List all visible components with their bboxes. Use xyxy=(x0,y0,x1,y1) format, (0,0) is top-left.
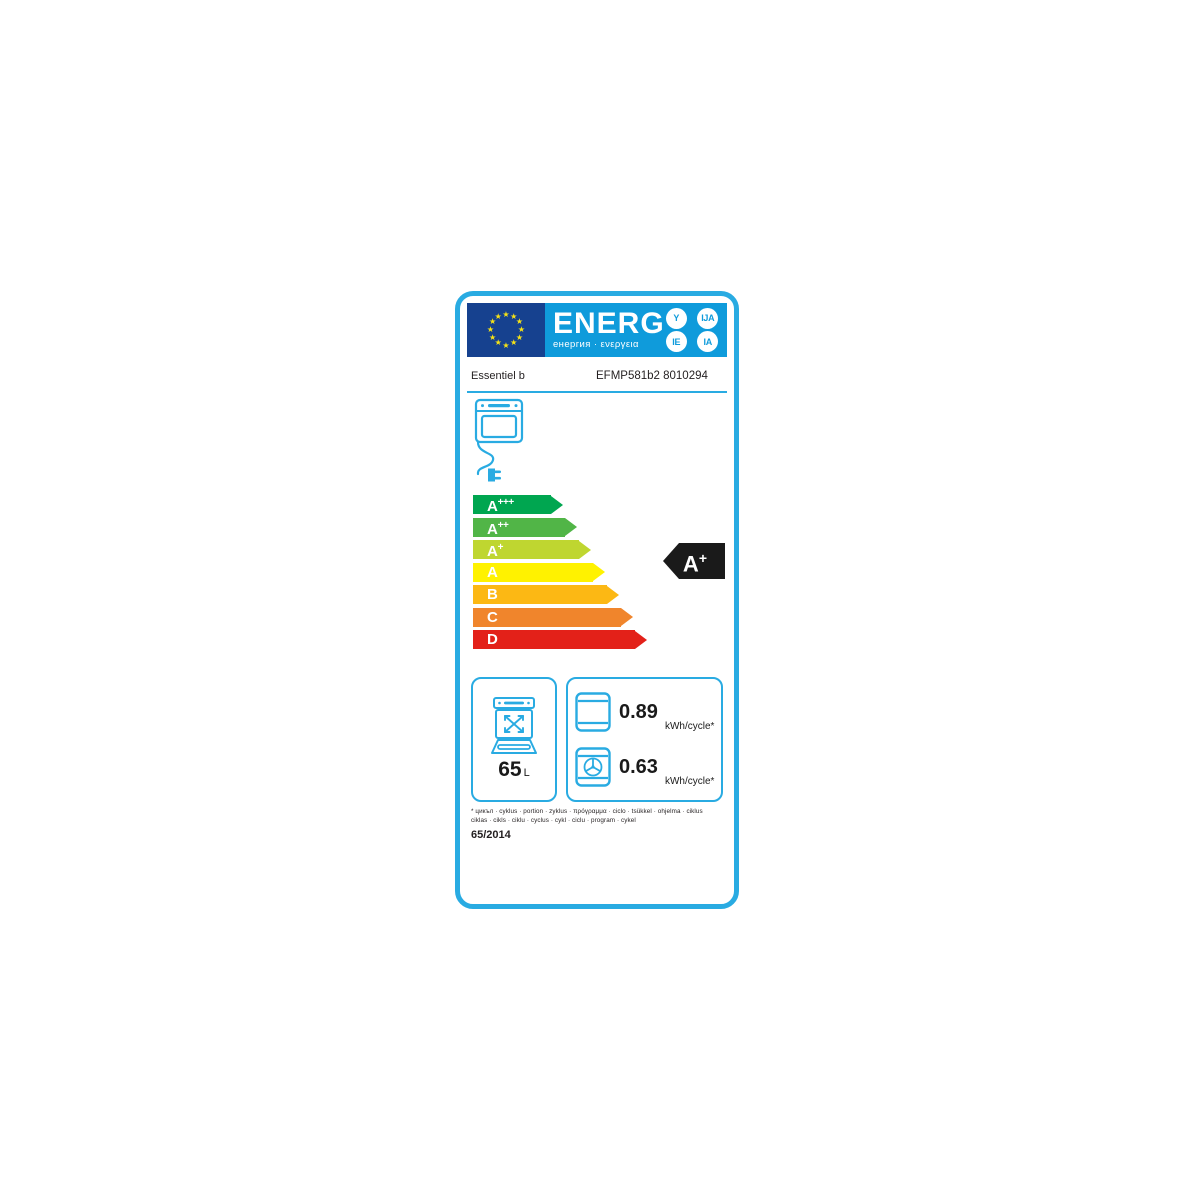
rating-label: A+ xyxy=(683,547,707,575)
brand-model-row: Essentiel b EFMP581b2 8010294 xyxy=(467,361,727,393)
energy-class-bar-body: A+ xyxy=(473,540,579,559)
language-circle-1: Y xyxy=(665,307,687,329)
rating-pointer: A+ xyxy=(662,543,725,579)
label-header: ★ ★ ★ ★ ★ ★ ★ ★ ★ ★ ★ ★ ENERG енергия · ενεργεια Y … xyxy=(467,303,727,357)
energ-wordmark-block: ENERG енергия · ενεργεια Y IJA IE IA xyxy=(545,303,727,357)
energy-class-letter: D xyxy=(487,631,498,648)
energy-class-bar: A+ xyxy=(473,540,648,559)
consumption-unit-fan: kWh/cycle* xyxy=(664,775,715,787)
energy-class-scale: A+++ A++ A+ A B C D A+ xyxy=(467,490,727,673)
volume-value-text: 65 L xyxy=(498,759,529,784)
eu-energy-label: ★ ★ ★ ★ ★ ★ ★ ★ ★ ★ ★ ★ ENERG енергия · ενεργεια Y … xyxy=(455,291,739,909)
volume-unit: L xyxy=(523,767,530,779)
language-circle-4: IA xyxy=(697,331,719,353)
energy-class-letter: B xyxy=(487,586,498,603)
consumption-line-fan: 0.63 kWh/cycle* xyxy=(574,746,715,788)
footnote-line-1: * цикъл · cyklus · portion · zyklus · πρ… xyxy=(471,808,703,815)
energy-class-bar: B xyxy=(473,585,648,604)
eu-star-icon: ★ xyxy=(502,309,510,319)
energy-class-bar-body: A xyxy=(473,562,593,582)
energy-class-bar-body: B xyxy=(473,585,607,604)
rating-arrow-tip xyxy=(662,543,679,579)
eu-star-icon: ★ xyxy=(494,311,502,321)
energy-class-letter: A xyxy=(487,498,498,515)
rating-letter: A xyxy=(682,551,699,577)
energy-class-bar-arrow xyxy=(551,495,563,514)
energy-class-bar-body: D xyxy=(473,630,635,649)
energy-class-bar-label: A++ xyxy=(487,518,509,538)
eu-star-icon: ★ xyxy=(510,311,518,321)
energy-class-bar: A xyxy=(473,562,648,582)
language-circle-2: IJA xyxy=(697,307,719,329)
oven-with-plug-icon xyxy=(474,398,524,482)
rating-box: A+ xyxy=(678,543,725,579)
energy-class-bar-arrow xyxy=(635,630,647,649)
energy-class-bar: D xyxy=(473,630,648,649)
eu-star-icon: ★ xyxy=(515,332,523,342)
footnote-line-2: ciklas · cikls · ciklu · cyclus · cykl ·… xyxy=(471,817,636,824)
consumption-value-conventional: 0.89 xyxy=(619,701,658,724)
consumption-box: 0.89 kWh/cycle* 0.63 kWh/cy xyxy=(566,677,723,802)
info-boxes-row: 65 L 0.89 kWh/cycle* xyxy=(467,677,727,802)
energy-class-plus: + xyxy=(497,542,504,553)
energy-class-bar-label: D xyxy=(487,632,498,647)
energy-class-bars: A+++ A++ A+ A B C D xyxy=(473,495,648,649)
language-circle-3: IE xyxy=(665,331,687,353)
oven-capacity-icon xyxy=(491,697,537,754)
energy-class-bar-arrow xyxy=(593,563,605,581)
energy-class-bar-label: B xyxy=(487,587,498,602)
rating-plus: + xyxy=(698,549,707,566)
energy-class-bar-body: A++ xyxy=(473,517,565,538)
eu-star-icon: ★ xyxy=(486,325,495,334)
energy-class-plus: ++ xyxy=(497,519,509,531)
energy-class-bar-label: C xyxy=(487,610,498,625)
energy-class-bar-arrow xyxy=(579,540,591,559)
volume-number: 65 xyxy=(498,758,522,781)
energy-class-bar-arrow xyxy=(565,518,577,536)
energ-subtitle: енергия · ενεργεια xyxy=(553,338,639,350)
consumption-value-fan: 0.63 xyxy=(619,755,658,778)
brand-name: Essentiel b xyxy=(471,370,525,382)
energy-class-bar-arrow xyxy=(607,585,619,604)
eu-star-icon: ★ xyxy=(488,332,497,342)
energy-class-bar-body: A+++ xyxy=(473,495,551,514)
eu-star-icon: ★ xyxy=(515,317,523,327)
appliance-pictogram xyxy=(467,393,727,490)
energ-wordmark: ENERG xyxy=(553,306,665,340)
energy-class-bar-body: C xyxy=(473,607,621,627)
energy-class-letter: A xyxy=(487,563,498,581)
regulation-number: 65/2014 xyxy=(471,829,511,841)
eu-star-icon: ★ xyxy=(502,340,510,350)
model-name: EFMP581b2 8010294 xyxy=(596,370,708,382)
energy-class-bar-label: A+++ xyxy=(487,495,514,514)
energy-class-letter: A xyxy=(487,543,498,560)
energy-class-bar-arrow xyxy=(621,608,633,626)
eu-star-icon: ★ xyxy=(517,325,526,334)
language-circles: Y IJA IE IA xyxy=(661,307,723,353)
consumption-unit-conventional: kWh/cycle* xyxy=(664,721,715,733)
volume-box: 65 L xyxy=(471,677,557,802)
energy-class-bar: A+++ xyxy=(473,495,648,514)
energy-class-bar: A++ xyxy=(473,517,648,538)
energy-class-bar-label: A xyxy=(487,565,498,580)
eu-star-icon: ★ xyxy=(510,338,518,348)
energy-class-plus: +++ xyxy=(497,497,515,508)
consumption-line-conventional: 0.89 kWh/cycle* xyxy=(574,691,715,733)
energy-class-bar: C xyxy=(473,607,648,627)
energy-class-bar-label: A+ xyxy=(487,540,504,560)
fan-forced-oven-icon xyxy=(575,746,611,787)
eu-star-icon: ★ xyxy=(494,338,502,348)
conventional-oven-icon xyxy=(575,692,611,733)
eu-flag-icon: ★ ★ ★ ★ ★ ★ ★ ★ ★ ★ ★ ★ xyxy=(467,303,545,357)
energy-class-letter: C xyxy=(487,608,498,626)
energy-class-letter: A xyxy=(487,520,498,538)
footnote: * цикъл · cyklus · portion · zyklus · πρ… xyxy=(467,802,727,825)
eu-star-icon: ★ xyxy=(488,317,497,327)
